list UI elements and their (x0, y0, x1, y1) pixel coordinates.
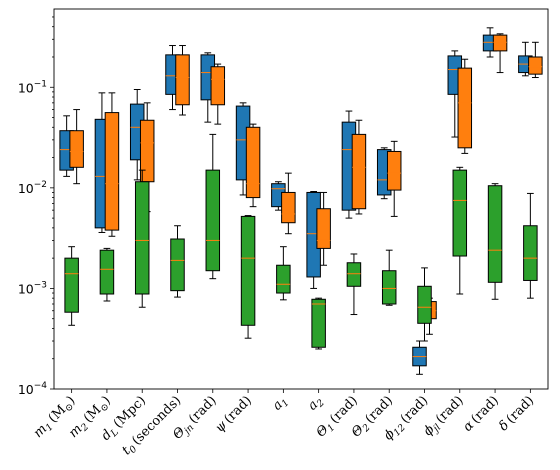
box-green-1 (99, 247, 115, 302)
box-green-10 (417, 267, 432, 342)
box-orange-1 (104, 92, 120, 237)
box-green-2 (134, 169, 150, 308)
box-body (104, 112, 120, 231)
axes-frame (53, 8, 549, 390)
box-green-12 (487, 183, 503, 300)
box-orange-3 (175, 45, 190, 116)
box-body (346, 262, 362, 287)
box-body (386, 150, 402, 191)
series-green (64, 133, 538, 350)
box-orange-11 (457, 58, 473, 154)
box-body (487, 185, 503, 283)
box-body (170, 238, 185, 292)
box-orange-4 (210, 63, 226, 125)
box-body (69, 130, 84, 168)
series-orange (69, 33, 543, 335)
box-orange-2 (139, 102, 155, 213)
y-tick-label: 10−2 (18, 180, 47, 196)
box-body (523, 225, 538, 281)
box-body (205, 169, 221, 272)
box-green-11 (452, 166, 468, 295)
box-body (99, 249, 115, 295)
box-body (64, 257, 79, 313)
box-body (311, 298, 326, 348)
box-green-6 (276, 246, 291, 301)
y-tick-label: 10−3 (18, 280, 47, 296)
box-green-9 (381, 249, 397, 306)
box-orange-13 (528, 41, 543, 79)
y-axis: 10−4 10−3 10−2 10−1 (18, 16, 54, 397)
box-body (351, 133, 367, 210)
y-tick-label: 10−1 (18, 79, 47, 95)
box-green-3 (170, 225, 185, 298)
box-green-8 (346, 253, 362, 316)
box-body (528, 56, 543, 75)
box-orange-8 (351, 119, 367, 215)
box-body (240, 215, 256, 326)
box-green-13 (523, 192, 538, 299)
box-orange-12 (492, 33, 508, 74)
plot-area (59, 27, 543, 375)
box-body (316, 208, 331, 249)
box-body (452, 169, 468, 257)
box-orange-7 (316, 191, 331, 266)
box-body (134, 181, 150, 295)
box-orange-6 (281, 172, 296, 235)
box-green-4 (205, 133, 221, 280)
box-body (175, 54, 190, 106)
box-body (417, 285, 432, 324)
box-blue-10 (412, 340, 427, 375)
box-body (245, 126, 261, 199)
y-tick-label: 10−4 (18, 381, 47, 397)
box-body (281, 191, 296, 224)
box-green-7 (311, 297, 326, 350)
box-body (381, 270, 397, 305)
box-orange-0 (69, 109, 84, 185)
box-green-5 (240, 215, 256, 339)
box-orange-5 (245, 123, 261, 208)
box-body (276, 264, 291, 294)
box-orange-9 (386, 140, 402, 217)
box-body (492, 34, 508, 52)
box-body (210, 66, 226, 106)
box-body (457, 67, 473, 149)
box-green-0 (64, 246, 79, 326)
